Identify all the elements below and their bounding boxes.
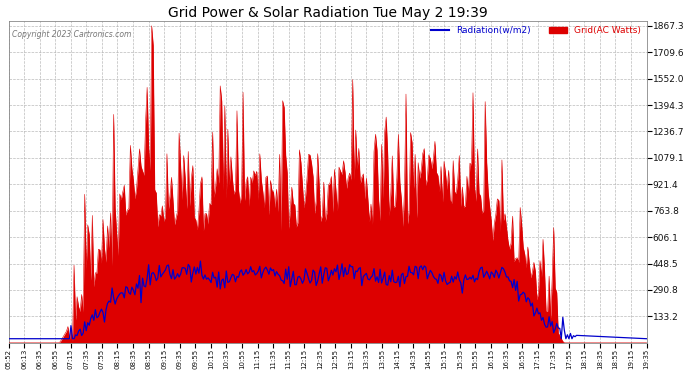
Legend: Radiation(w/m2), Grid(AC Watts): Radiation(w/m2), Grid(AC Watts) — [427, 22, 644, 39]
Text: Copyright 2023 Cartronics.com: Copyright 2023 Cartronics.com — [12, 30, 131, 39]
Title: Grid Power & Solar Radiation Tue May 2 19:39: Grid Power & Solar Radiation Tue May 2 1… — [168, 6, 487, 20]
